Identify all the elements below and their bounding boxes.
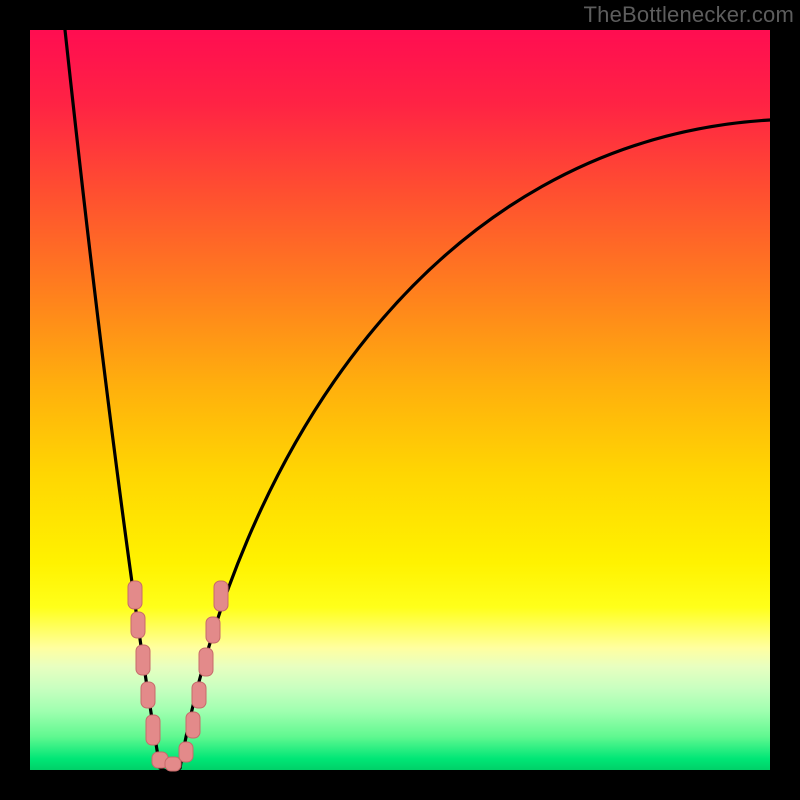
data-marker bbox=[165, 757, 181, 771]
attribution-text: TheBottlenecker.com bbox=[584, 2, 794, 28]
chart-svg bbox=[0, 0, 800, 800]
data-marker bbox=[186, 712, 200, 738]
data-marker bbox=[136, 645, 150, 675]
data-marker bbox=[206, 617, 220, 643]
data-marker bbox=[128, 581, 142, 609]
data-marker bbox=[179, 742, 193, 762]
data-marker bbox=[131, 612, 145, 638]
chart-canvas: TheBottlenecker.com bbox=[0, 0, 800, 800]
data-marker bbox=[146, 715, 160, 745]
data-marker bbox=[214, 581, 228, 611]
data-marker bbox=[199, 648, 213, 676]
data-marker bbox=[192, 682, 206, 708]
data-marker bbox=[141, 682, 155, 708]
